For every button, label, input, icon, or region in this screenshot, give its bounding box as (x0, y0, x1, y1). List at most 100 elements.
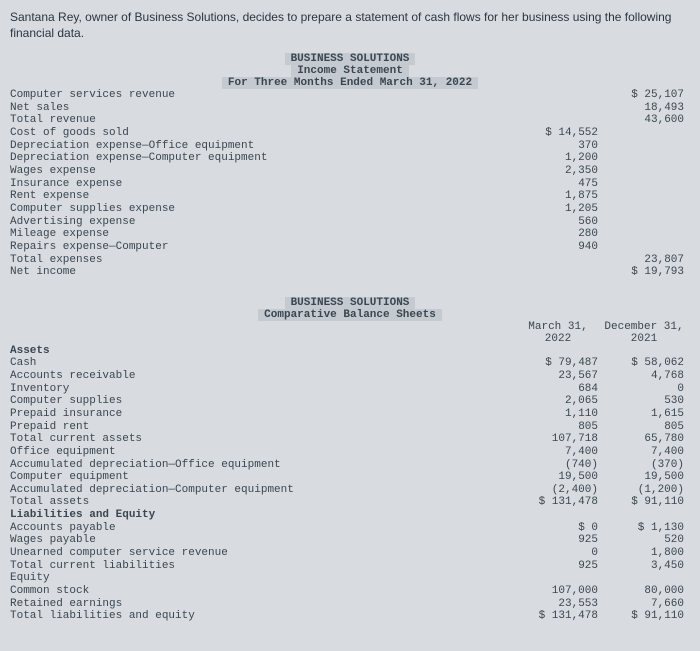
income-label: Total revenue (10, 114, 518, 127)
income-label: Depreciation expense—Office equipment (10, 140, 518, 153)
income-row: Total revenue 43,600 (10, 114, 690, 127)
asset-row: Office equipment7,4007,400 (10, 446, 690, 459)
income-title-3: For Three Months Ended March 31, 2022 (222, 77, 478, 89)
liab-col1: 0 (518, 547, 604, 560)
income-col1: 1,200 (518, 152, 604, 165)
asset-col2: 4,768 (604, 370, 690, 383)
income-title-2: Income Statement (291, 65, 409, 77)
col-hdr-2022b: 2022 (518, 333, 604, 345)
liab-label: Unearned computer service revenue (10, 547, 518, 560)
asset-label: Prepaid rent (10, 421, 518, 434)
income-row: Insurance expense475 (10, 178, 690, 191)
asset-row: Prepaid rent805805 (10, 421, 690, 434)
asset-col2: 530 (604, 395, 690, 408)
liab-col1: $ 131,478 (518, 610, 604, 623)
income-col1: 475 (518, 178, 604, 191)
income-col2 (604, 241, 690, 254)
liab-col1: 23,553 (518, 598, 604, 611)
balance-title-1: BUSINESS SOLUTIONS (285, 297, 416, 309)
asset-row: Accounts receivable23,5674,768 (10, 370, 690, 383)
asset-label: Computer equipment (10, 471, 518, 484)
income-label: Mileage expense (10, 228, 518, 241)
income-row: Computer supplies expense1,205 (10, 203, 690, 216)
asset-label: Office equipment (10, 446, 518, 459)
asset-row: Inventory6840 (10, 383, 690, 396)
asset-label: Accumulated depreciation—Computer equipm… (10, 484, 518, 497)
income-title-1: BUSINESS SOLUTIONS (285, 53, 416, 65)
asset-label: Computer supplies (10, 395, 518, 408)
col-hdr-2021b: 2021 (604, 333, 690, 345)
asset-col2: 805 (604, 421, 690, 434)
income-label: Advertising expense (10, 216, 518, 229)
income-col1: 370 (518, 140, 604, 153)
income-col1: 940 (518, 241, 604, 254)
liab-row: Total liabilities and equity$ 131,478$ 9… (10, 610, 690, 623)
income-col1: 1,875 (518, 190, 604, 203)
income-row: Depreciation expense—Office equipment370 (10, 140, 690, 153)
income-row: Total expenses23,807 (10, 254, 690, 267)
asset-col2: 19,500 (604, 471, 690, 484)
col-hdr-2021a: December 31, (604, 321, 690, 333)
liab-label: Common stock (10, 585, 518, 598)
asset-col1: 7,400 (518, 446, 604, 459)
asset-col1: 684 (518, 383, 604, 396)
asset-label: Accounts receivable (10, 370, 518, 383)
liab-row: Common stock107,00080,000 (10, 585, 690, 598)
income-label: Net income (10, 266, 518, 279)
asset-col2: 7,400 (604, 446, 690, 459)
asset-col1: 23,567 (518, 370, 604, 383)
income-col1: 1,205 (518, 203, 604, 216)
income-row: Net income$ 19,793 (10, 266, 690, 279)
asset-col2: (1,200) (604, 484, 690, 497)
income-col1: 560 (518, 216, 604, 229)
asset-col1: 19,500 (518, 471, 604, 484)
income-col2 (604, 190, 690, 203)
liab-label: Equity (10, 572, 518, 585)
liab-col2: 3,450 (604, 560, 690, 573)
liab-row: Retained earnings23,5537,660 (10, 598, 690, 611)
asset-row: Cash$ 79,487$ 58,062 (10, 357, 690, 370)
liab-row: Wages payable925520 (10, 534, 690, 547)
income-row: Repairs expense—Computer940 (10, 241, 690, 254)
income-col2: 18,493 (604, 102, 690, 115)
income-label: Rent expense (10, 190, 518, 203)
liab-label: Accounts payable (10, 522, 518, 535)
asset-label: Cash (10, 357, 518, 370)
asset-label: Total assets (10, 496, 518, 509)
asset-col2: 65,780 (604, 433, 690, 446)
income-col2 (604, 216, 690, 229)
liab-row: Total current liabilities9253,450 (10, 560, 690, 573)
income-col1 (518, 102, 604, 115)
income-row: Computer services revenue$ 25,107 (10, 89, 690, 102)
income-col2 (604, 228, 690, 241)
income-col2 (604, 127, 690, 140)
income-col2 (604, 165, 690, 178)
asset-row: Total assets$ 131,478$ 91,110 (10, 496, 690, 509)
asset-col1: 107,718 (518, 433, 604, 446)
liab-col2: $ 1,130 (604, 522, 690, 535)
balance-sheets: BUSINESS SOLUTIONS Comparative Balance S… (10, 297, 690, 623)
income-col2: 43,600 (604, 114, 690, 127)
income-label: Depreciation expense—Computer equipment (10, 152, 518, 165)
liab-col1: 925 (518, 534, 604, 547)
asset-col1: 2,065 (518, 395, 604, 408)
liab-col1: $ 0 (518, 522, 604, 535)
asset-col1: (740) (518, 459, 604, 472)
income-row: Advertising expense560 (10, 216, 690, 229)
income-label: Computer services revenue (10, 89, 518, 102)
income-label: Repairs expense—Computer (10, 241, 518, 254)
income-col2 (604, 203, 690, 216)
liab-label: Wages payable (10, 534, 518, 547)
liab-col1: 925 (518, 560, 604, 573)
asset-row: Computer supplies2,065530 (10, 395, 690, 408)
asset-label: Total current assets (10, 433, 518, 446)
liab-col1: 107,000 (518, 585, 604, 598)
asset-col2: 1,615 (604, 408, 690, 421)
income-label: Wages expense (10, 165, 518, 178)
income-col1: 280 (518, 228, 604, 241)
income-row: Cost of goods sold$ 14,552 (10, 127, 690, 140)
income-row: Mileage expense280 (10, 228, 690, 241)
asset-col1: $ 131,478 (518, 496, 604, 509)
income-col1 (518, 114, 604, 127)
balance-title-2: Comparative Balance Sheets (258, 309, 442, 321)
